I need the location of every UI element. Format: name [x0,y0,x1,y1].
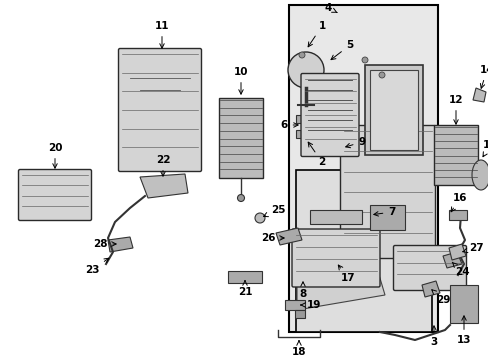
Circle shape [237,194,244,202]
Polygon shape [472,88,485,102]
Text: 9: 9 [345,137,365,148]
FancyBboxPatch shape [393,246,466,291]
Text: 1: 1 [307,21,325,47]
Text: 21: 21 [237,281,252,297]
Polygon shape [296,228,384,310]
Text: 4: 4 [324,3,336,13]
Text: 10: 10 [233,67,248,94]
Text: 28: 28 [93,239,116,249]
Bar [448,210,466,220]
Bar [369,70,417,150]
Text: 3: 3 [429,326,437,347]
Circle shape [361,57,367,63]
Text: 26: 26 [260,233,284,243]
Text: 16: 16 [450,193,467,212]
FancyBboxPatch shape [118,49,201,171]
Text: 29: 29 [431,290,449,305]
Polygon shape [448,244,465,260]
Text: 27: 27 [462,243,482,253]
FancyBboxPatch shape [340,126,435,258]
FancyBboxPatch shape [291,229,379,287]
FancyBboxPatch shape [301,73,358,157]
Polygon shape [140,174,187,198]
Text: 22: 22 [156,155,170,176]
Bar [294,310,305,318]
Bar [295,115,315,123]
Bar [295,170,431,332]
Text: 30: 30 [0,359,1,360]
Bar [369,205,404,230]
Text: 11: 11 [154,21,169,48]
Bar [309,210,361,224]
Bar [219,98,263,178]
Text: 25: 25 [263,205,285,217]
Circle shape [378,72,384,78]
Polygon shape [442,252,461,268]
Text: 2: 2 [307,142,325,167]
Text: 5: 5 [330,40,353,60]
Bar [227,271,262,283]
Bar [285,300,305,310]
Circle shape [298,52,305,58]
Ellipse shape [471,160,488,190]
Text: 7: 7 [373,207,395,217]
Text: 13: 13 [456,316,470,345]
Circle shape [254,213,264,223]
FancyBboxPatch shape [19,170,91,220]
Text: 14: 14 [479,65,488,88]
Bar [295,130,315,138]
Text: 12: 12 [448,95,462,124]
Text: 19: 19 [300,300,321,310]
Bar [433,125,477,185]
Text: 17: 17 [338,265,355,283]
Bar [364,65,422,155]
Text: 18: 18 [291,341,305,357]
Polygon shape [421,281,439,297]
Polygon shape [275,228,302,245]
Text: 15: 15 [482,140,488,157]
Bar [449,285,477,323]
Text: 20: 20 [48,143,62,168]
Circle shape [287,52,324,88]
Text: 23: 23 [84,258,109,275]
Text: 8: 8 [299,282,306,299]
Text: 24: 24 [451,262,468,277]
Text: 6: 6 [280,120,298,130]
Bar [288,5,437,332]
Polygon shape [108,237,133,252]
